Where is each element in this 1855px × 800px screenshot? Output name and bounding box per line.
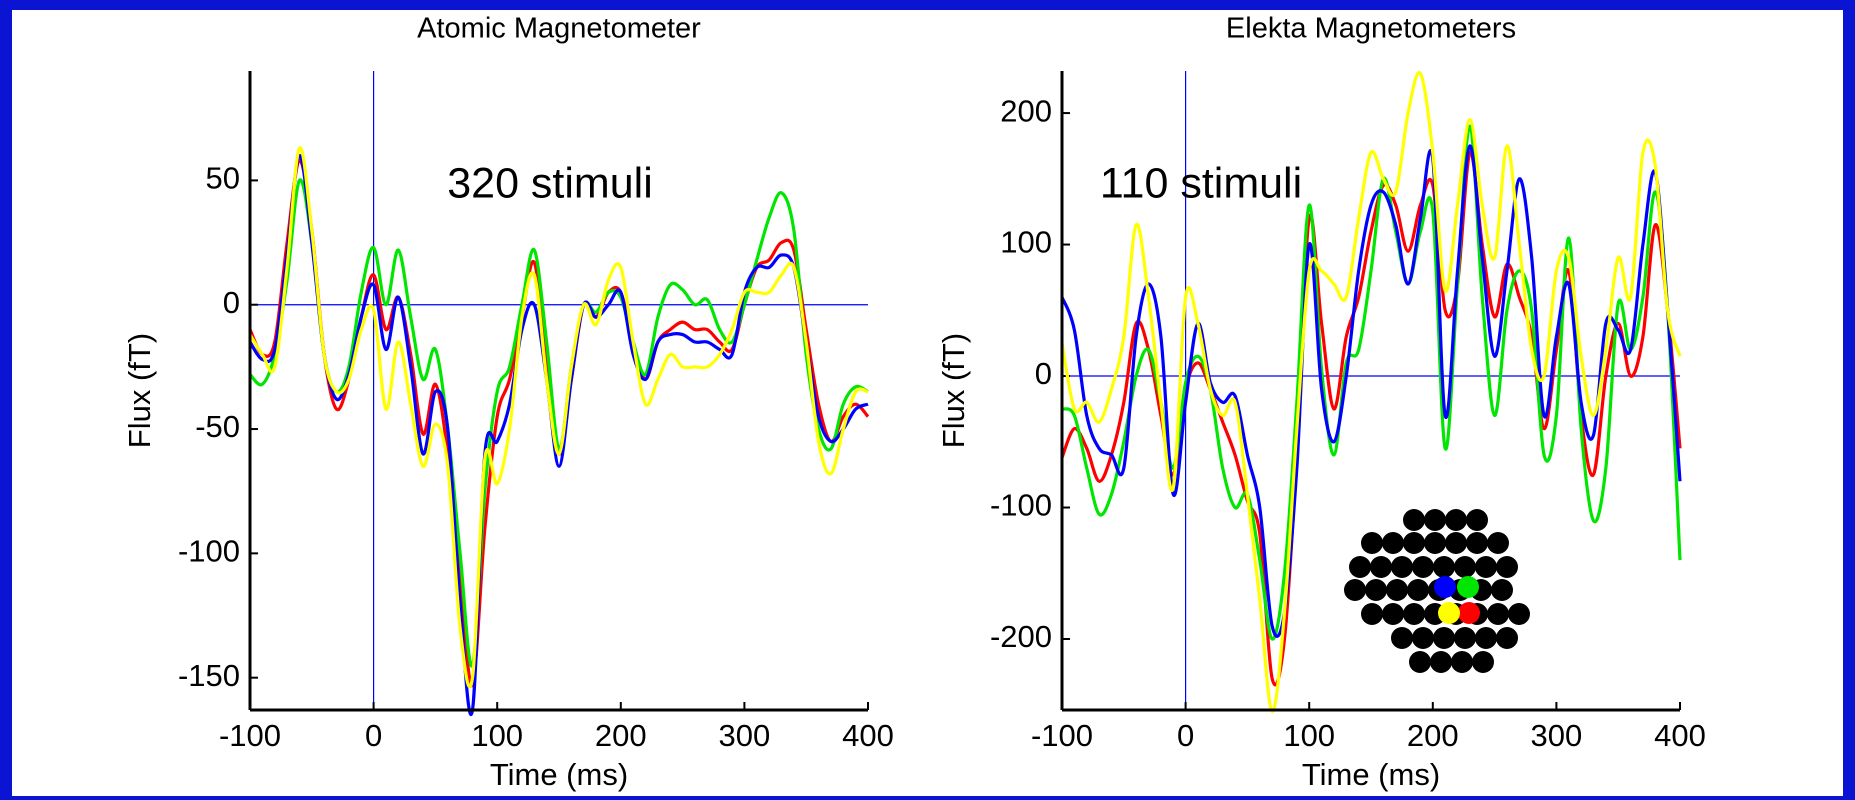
x-tick-label: -100 (1031, 718, 1093, 753)
x-tick-label: 300 (1531, 718, 1583, 753)
sensor (1403, 509, 1425, 531)
annotation: 320 stimuli (447, 159, 653, 207)
sensor (1409, 651, 1431, 673)
sensor (1472, 651, 1494, 673)
sensor (1430, 651, 1452, 673)
x-tick-label: 0 (365, 718, 382, 753)
sensor (1487, 532, 1509, 554)
y-tick-label: 0 (1035, 356, 1052, 391)
sensor (1391, 556, 1413, 578)
sensor (1496, 627, 1518, 649)
x-tick-label: 0 (1177, 718, 1194, 753)
sensor (1365, 579, 1387, 601)
y-tick-label: 0 (223, 285, 240, 320)
sensor-highlight (1458, 602, 1480, 624)
x-tick-label: 400 (842, 718, 894, 753)
sensor-highlight (1434, 576, 1456, 598)
sensor (1454, 556, 1476, 578)
sensor (1496, 556, 1518, 578)
sensor (1424, 509, 1446, 531)
sensor (1403, 603, 1425, 625)
sensor (1344, 579, 1366, 601)
chart-title: Elekta Magnetometers (1226, 13, 1516, 45)
x-tick-label: -100 (219, 718, 281, 753)
chart: Atomic Magnetometer Time (ms) Flux (fT) -10… (122, 13, 894, 793)
sensor (1508, 603, 1530, 625)
sensor (1491, 579, 1513, 601)
sensor (1407, 579, 1429, 601)
y-axis-label: Flux (fT) (936, 333, 971, 448)
sensor (1466, 509, 1488, 531)
y-axis-label: Flux (fT) (122, 333, 157, 448)
y-tick-label: -200 (990, 619, 1052, 654)
sensor (1391, 627, 1413, 649)
x-tick-label: 100 (471, 718, 523, 753)
sensor (1386, 579, 1408, 601)
sensor (1361, 603, 1383, 625)
sensor (1349, 556, 1371, 578)
y-tick-label: 50 (206, 161, 240, 196)
chart-title: Atomic Magnetometer (417, 13, 701, 45)
x-tick-label: 300 (719, 718, 771, 753)
sensor (1466, 532, 1488, 554)
sensor-highlight (1438, 602, 1460, 624)
series-line (248, 178, 869, 668)
sensor (1451, 651, 1473, 673)
chart: Elekta Magnetometers Time (ms) Flux (fT) -1… (936, 13, 1706, 793)
y-tick-label: -100 (990, 488, 1052, 523)
sensor (1370, 556, 1392, 578)
sensor (1412, 627, 1434, 649)
figure-panel (12, 10, 1843, 796)
x-axis-label: Time (ms) (490, 757, 628, 792)
y-tick-label: -50 (195, 409, 240, 444)
series-line (248, 146, 869, 689)
sensor (1412, 556, 1434, 578)
sensor (1424, 532, 1446, 554)
y-tick-label: -100 (178, 534, 240, 569)
sensor (1403, 532, 1425, 554)
series-line (1060, 144, 1682, 638)
x-tick-label: 200 (595, 718, 647, 753)
sensor (1382, 603, 1404, 625)
annotation: 110 stimuli (1100, 159, 1302, 207)
y-tick-label: 200 (1000, 93, 1052, 128)
sensor (1445, 509, 1467, 531)
sensor (1433, 556, 1455, 578)
sensor (1487, 603, 1509, 625)
sensor (1382, 532, 1404, 554)
series-line (1060, 71, 1682, 713)
sensor-highlight (1457, 576, 1479, 598)
x-axis-label: Time (ms) (1302, 757, 1440, 792)
y-tick-label: -150 (178, 658, 240, 693)
sensor (1475, 556, 1497, 578)
x-tick-label: 400 (1654, 718, 1706, 753)
sensor (1475, 627, 1497, 649)
y-tick-label: 100 (1000, 225, 1052, 260)
x-tick-label: 100 (1283, 718, 1335, 753)
x-tick-label: 200 (1407, 718, 1459, 753)
sensor-inset (1344, 509, 1530, 673)
sensor (1433, 627, 1455, 649)
sensor (1445, 532, 1467, 554)
sensor (1361, 532, 1383, 554)
sensor (1454, 627, 1476, 649)
